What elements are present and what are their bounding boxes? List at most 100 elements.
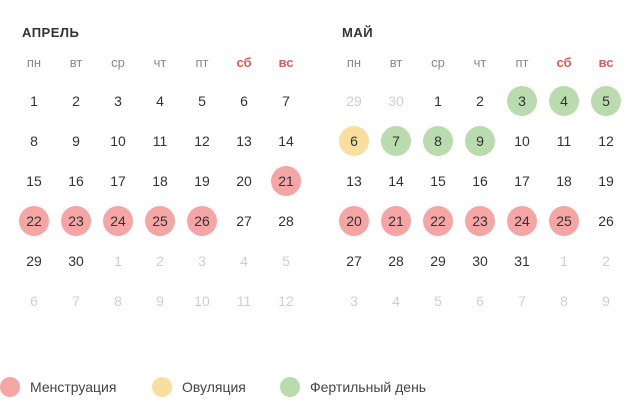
calendar-day[interactable]: 7 <box>265 81 307 121</box>
calendar-day-menstruation[interactable]: 20 <box>333 201 375 241</box>
calendar-day-other-month[interactable]: 4 <box>223 241 265 281</box>
calendar-day[interactable]: 2 <box>459 81 501 121</box>
day-number: 29 <box>26 253 42 269</box>
calendar-day-other-month[interactable]: 11 <box>223 281 265 321</box>
calendar-day-fertile[interactable]: 5 <box>585 81 627 121</box>
calendar-day[interactable]: 18 <box>543 161 585 201</box>
calendar-day[interactable]: 10 <box>501 121 543 161</box>
calendar-day[interactable]: 29 <box>417 241 459 281</box>
calendar-week-row: 27 28 29 30 31 1 2 <box>333 241 633 281</box>
calendar-day[interactable]: 15 <box>417 161 459 201</box>
calendar-day[interactable]: 30 <box>459 241 501 281</box>
legend-label: Овуляция <box>182 379 246 395</box>
calendar-day[interactable]: 8 <box>13 121 55 161</box>
calendar-day[interactable]: 1 <box>417 81 459 121</box>
calendar-day[interactable]: 14 <box>265 121 307 161</box>
calendar-day-other-month[interactable]: 1 <box>543 241 585 281</box>
calendar-day[interactable]: 13 <box>333 161 375 201</box>
calendar-day-other-month[interactable]: 3 <box>181 241 223 281</box>
calendar-day-menstruation[interactable]: 25 <box>543 201 585 241</box>
calendar-day-other-month[interactable]: 6 <box>13 281 55 321</box>
calendar-day-fertile[interactable]: 8 <box>417 121 459 161</box>
calendar-day[interactable]: 14 <box>375 161 417 201</box>
calendar-day-other-month[interactable]: 8 <box>543 281 585 321</box>
calendar-day-other-month[interactable]: 2 <box>139 241 181 281</box>
calendar-day[interactable]: 12 <box>181 121 223 161</box>
day-number: 12 <box>194 133 210 149</box>
calendar-day-other-month[interactable]: 7 <box>55 281 97 321</box>
calendar-day-other-month[interactable]: 4 <box>375 281 417 321</box>
calendar-day-other-month[interactable]: 12 <box>265 281 307 321</box>
calendar-day[interactable]: 11 <box>139 121 181 161</box>
calendar-day-other-month[interactable]: 2 <box>585 241 627 281</box>
calendar-day-fertile[interactable]: 7 <box>375 121 417 161</box>
calendar-day[interactable]: 29 <box>13 241 55 281</box>
day-number: 8 <box>423 126 453 156</box>
day-number: 5 <box>591 86 621 116</box>
calendar-day-other-month[interactable]: 10 <box>181 281 223 321</box>
calendar-day-other-month[interactable]: 1 <box>97 241 139 281</box>
legend-label: Менструация <box>30 379 117 395</box>
calendar-day[interactable]: 17 <box>501 161 543 201</box>
calendar-day-menstruation[interactable]: 24 <box>97 201 139 241</box>
calendar-day[interactable]: 12 <box>585 121 627 161</box>
calendar-day-other-month[interactable]: 3 <box>333 281 375 321</box>
calendar-day-other-month[interactable]: 6 <box>459 281 501 321</box>
calendar-day[interactable]: 16 <box>55 161 97 201</box>
legend-fertile-dot-icon <box>280 377 300 397</box>
calendar-day[interactable]: 10 <box>97 121 139 161</box>
calendar-day-menstruation[interactable]: 24 <box>501 201 543 241</box>
calendar-day[interactable]: 17 <box>97 161 139 201</box>
calendar-day-other-month[interactable]: 7 <box>501 281 543 321</box>
calendar-day[interactable]: 31 <box>501 241 543 281</box>
calendar-day-ovulation[interactable]: 6 <box>333 121 375 161</box>
day-number: 4 <box>240 253 248 269</box>
calendar-day[interactable]: 13 <box>223 121 265 161</box>
calendar-day[interactable]: 19 <box>181 161 223 201</box>
calendar-day-other-month[interactable]: 9 <box>139 281 181 321</box>
calendar-day[interactable]: 5 <box>181 81 223 121</box>
calendar-day-menstruation[interactable]: 23 <box>459 201 501 241</box>
calendar-day-other-month[interactable]: 5 <box>265 241 307 281</box>
calendar-day[interactable]: 1 <box>13 81 55 121</box>
calendar-day-menstruation[interactable]: 23 <box>55 201 97 241</box>
calendar-day-menstruation[interactable]: 21 <box>265 161 307 201</box>
calendar-day-fertile[interactable]: 3 <box>501 81 543 121</box>
calendar-day[interactable]: 18 <box>139 161 181 201</box>
day-number: 8 <box>114 293 122 309</box>
day-number: 5 <box>434 293 442 309</box>
calendar-day[interactable]: 9 <box>55 121 97 161</box>
calendar-day[interactable]: 4 <box>139 81 181 121</box>
calendar-day-other-month[interactable]: 9 <box>585 281 627 321</box>
calendar-day-menstruation[interactable]: 26 <box>181 201 223 241</box>
calendar-day-menstruation[interactable]: 21 <box>375 201 417 241</box>
day-number: 8 <box>30 133 38 149</box>
calendar-day-menstruation[interactable]: 22 <box>13 201 55 241</box>
calendar-day-menstruation[interactable]: 22 <box>417 201 459 241</box>
calendar-day-fertile[interactable]: 4 <box>543 81 585 121</box>
calendar-day-menstruation[interactable]: 25 <box>139 201 181 241</box>
calendar-day-other-month[interactable]: 5 <box>417 281 459 321</box>
calendar-day-other-month[interactable]: 30 <box>375 81 417 121</box>
calendar-day[interactable]: 27 <box>223 201 265 241</box>
day-number: 27 <box>346 253 362 269</box>
calendar-day[interactable]: 15 <box>13 161 55 201</box>
calendar-day[interactable]: 27 <box>333 241 375 281</box>
calendar-day-fertile[interactable]: 9 <box>459 121 501 161</box>
calendar-day[interactable]: 3 <box>97 81 139 121</box>
calendar-day[interactable]: 20 <box>223 161 265 201</box>
calendar-day[interactable]: 11 <box>543 121 585 161</box>
calendar-day[interactable]: 16 <box>459 161 501 201</box>
calendar-day[interactable]: 6 <box>223 81 265 121</box>
calendar-day[interactable]: 26 <box>585 201 627 241</box>
day-number: 3 <box>114 93 122 109</box>
day-number: 9 <box>602 293 610 309</box>
day-number: 18 <box>152 173 168 189</box>
calendar-day[interactable]: 28 <box>375 241 417 281</box>
calendar-day[interactable]: 19 <box>585 161 627 201</box>
calendar-day-other-month[interactable]: 8 <box>97 281 139 321</box>
calendar-day-other-month[interactable]: 29 <box>333 81 375 121</box>
calendar-day[interactable]: 30 <box>55 241 97 281</box>
calendar-day[interactable]: 2 <box>55 81 97 121</box>
calendar-day[interactable]: 28 <box>265 201 307 241</box>
